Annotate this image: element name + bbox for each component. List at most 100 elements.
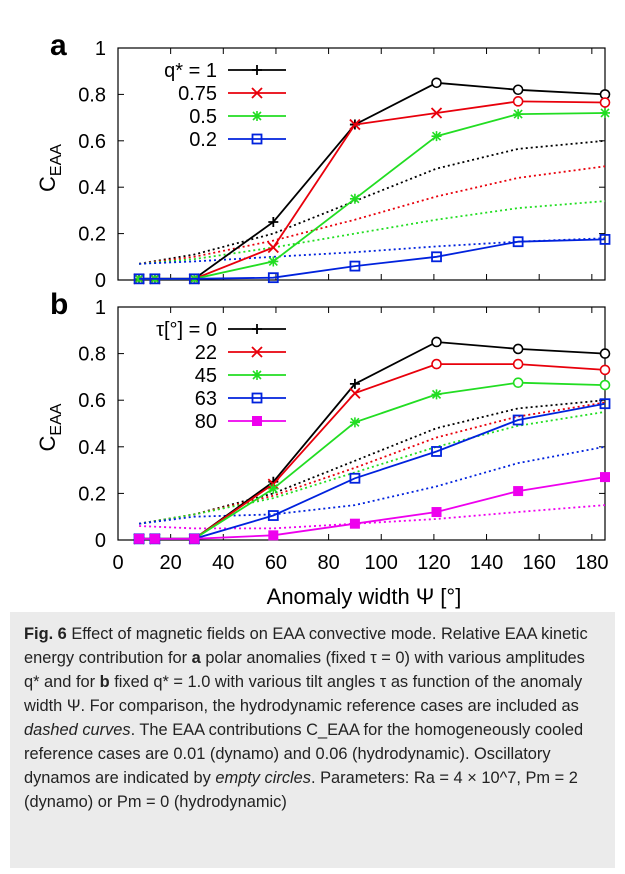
oscillatory-marker — [512, 96, 524, 107]
legend-label: 0.2 — [189, 129, 217, 151]
data-point — [267, 510, 279, 521]
data-point — [149, 533, 160, 544]
y-tick-label: 1 — [95, 38, 106, 60]
caption-text-2: polar anomalies (fixed τ = 0) with vario… — [24, 649, 585, 691]
data-point — [431, 507, 442, 518]
x-tick-label: 100 — [365, 552, 398, 574]
legend-marker — [252, 416, 262, 426]
y-tick-label: 1 — [95, 297, 106, 319]
data-point — [431, 251, 442, 263]
x-tick-label: 0 — [112, 552, 123, 574]
legend-label: 45 — [195, 365, 217, 387]
oscillatory-marker — [599, 348, 611, 359]
x-tick-label: 20 — [160, 552, 182, 574]
data-point — [512, 414, 524, 426]
x-tick-label: 80 — [317, 552, 339, 574]
caption-text-3: fixed q* = 1.0 with various tilt angles … — [24, 673, 583, 715]
data-point — [430, 107, 443, 119]
y-tick-label: 0.8 — [78, 344, 106, 366]
legend-label: 80 — [195, 411, 217, 433]
legend-marker — [251, 346, 263, 358]
oscillatory-marker — [512, 84, 524, 96]
data-point — [188, 273, 200, 285]
legend-label: 22 — [195, 342, 217, 364]
oscillatory-marker — [431, 358, 442, 370]
data-point — [431, 131, 442, 142]
y-tick-label: 0.2 — [78, 483, 106, 505]
legend-entry: 45 — [195, 365, 290, 387]
data-point — [349, 472, 361, 484]
legend-marker — [251, 87, 263, 99]
reference-curve — [138, 165, 606, 265]
legend-marker — [251, 133, 263, 145]
data-point — [349, 387, 361, 399]
caption-text-5: . Parameters: Ra = 4 × 10^7, Pm = 2 (dyn… — [24, 769, 578, 811]
legend-label: 0.75 — [178, 83, 217, 105]
caption-text-1: Effect of magnetic fields on EAA convect… — [24, 625, 588, 667]
legend-entry: 0.2 — [189, 129, 290, 151]
data-point — [600, 472, 610, 483]
data-point — [349, 260, 361, 272]
data-point — [349, 193, 360, 204]
legend-marker — [252, 65, 262, 75]
legend-marker — [252, 111, 262, 121]
reference-curve — [138, 139, 606, 265]
x-tick-label: 160 — [523, 552, 556, 574]
legend-label: 63 — [195, 388, 217, 410]
reference-curve — [139, 200, 606, 265]
data-point — [267, 272, 279, 284]
legend-marker — [252, 324, 262, 334]
series-line — [139, 100, 606, 280]
data-point — [349, 378, 360, 389]
data-point — [149, 273, 161, 285]
y-tick-label: 0.6 — [78, 390, 106, 412]
reference-curve — [138, 445, 606, 525]
x-axis-title: Anomaly width Ψ [°] — [267, 584, 462, 609]
oscillatory-marker — [512, 343, 524, 355]
caption-panel-b: b — [99, 673, 110, 691]
legend-entry: 22 — [195, 342, 290, 364]
data-point — [513, 486, 524, 497]
legend-entry: 63 — [195, 388, 290, 410]
data-point — [267, 241, 279, 254]
x-tick-label: 60 — [265, 552, 287, 574]
legend-label: τ[°] = 0 — [156, 319, 217, 341]
y-axis-title: CEAA — [35, 403, 65, 451]
oscillatory-marker — [599, 364, 611, 376]
oscillatory-marker — [431, 77, 442, 89]
x-tick-label: 120 — [417, 552, 450, 574]
data-point — [349, 417, 360, 428]
y-tick-label: 0.6 — [78, 131, 106, 153]
reference-curve — [139, 237, 606, 265]
y-tick-label: 0 — [95, 530, 106, 552]
plot-frame — [117, 47, 606, 281]
reference-curve — [138, 411, 606, 525]
oscillatory-marker — [599, 379, 611, 391]
legend-marker — [252, 370, 262, 380]
data-point — [268, 217, 279, 227]
legend-entry: τ[°] = 0 — [156, 319, 290, 341]
data-point — [268, 256, 279, 267]
data-point — [512, 236, 524, 248]
legend-label: 0.5 — [189, 106, 217, 128]
y-tick-label: 0.4 — [78, 177, 106, 199]
data-point — [133, 273, 145, 285]
y-tick-label: 0 — [95, 270, 106, 292]
data-point — [513, 109, 524, 120]
panel-b: b 0 0.2 0.4 0.6 0.8 1 0 20 40 60 80 100 120 140 160 180 C… — [35, 288, 611, 574]
y-axis-title: CEAA — [35, 144, 65, 192]
legend-entry: q* = 1 — [164, 60, 290, 82]
caption-text-4: . The EAA contributions C_EAA for the ho… — [24, 721, 584, 787]
y-tick-label: 0.4 — [78, 437, 106, 459]
data-point — [134, 533, 145, 544]
figure-caption: Fig. 6 Effect of magnetic fields on EAA … — [10, 612, 615, 868]
oscillatory-marker — [599, 97, 611, 108]
plot-frame — [117, 306, 606, 541]
y-tick-label: 0.2 — [78, 224, 106, 246]
caption-dashed: dashed curves — [24, 721, 131, 739]
oscillatory-marker — [512, 358, 524, 370]
data-point — [349, 518, 360, 529]
data-point — [134, 273, 145, 284]
